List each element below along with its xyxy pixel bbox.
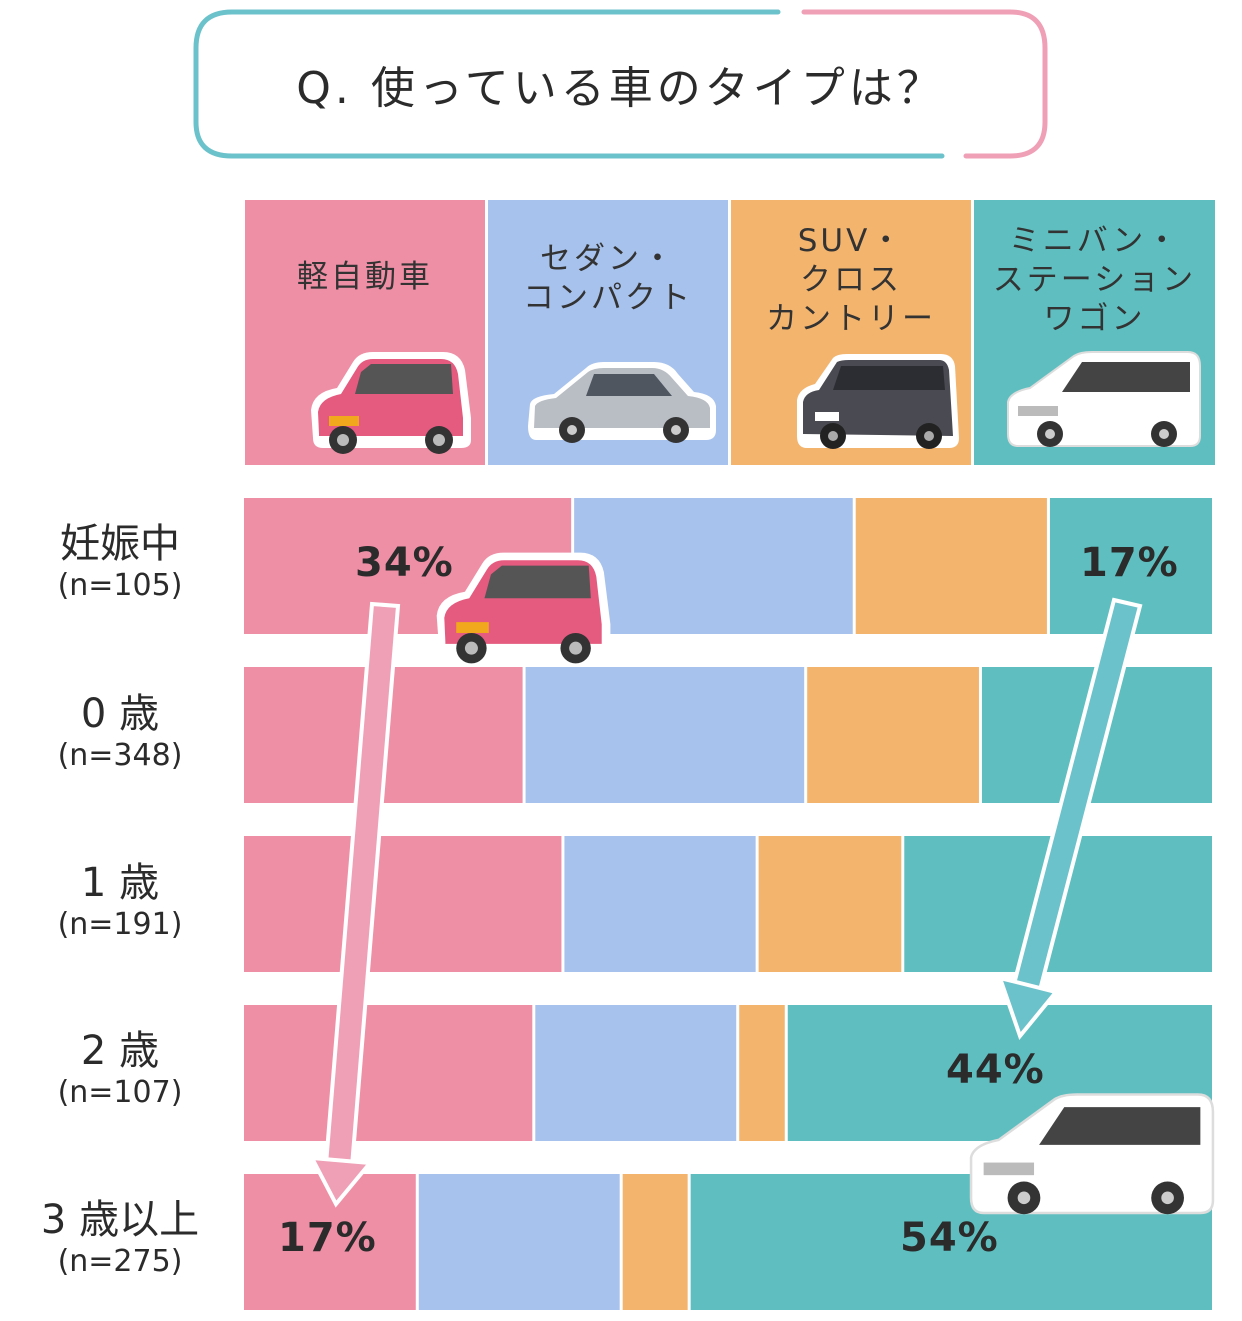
row-label-age0: 0 歳 (n=348) — [0, 690, 240, 774]
header-kei: 軽自動車 — [245, 200, 485, 465]
row-label-age3plus: 3 歳以上 (n=275) — [0, 1196, 240, 1280]
silver-sedan-icon — [528, 362, 716, 443]
row-n-age0: (n=348) — [57, 738, 183, 773]
bar-segment-suv-row-2 — [758, 836, 902, 972]
row-label-age1: 1 歳 (n=191) — [0, 859, 240, 943]
header-suv: SUV・ クロス カントリー — [731, 200, 971, 465]
pct-pregnant-kei: 34% — [355, 540, 454, 586]
bar-segment-suv-row-3 — [739, 1005, 785, 1141]
header-suv-label-1: SUV・ — [797, 223, 905, 259]
row-label-pregnant: 妊娠中 (n=105) — [0, 520, 240, 604]
header-sedan: セダン・ コンパクト — [488, 200, 728, 465]
row-n-age1: (n=191) — [57, 907, 183, 942]
bar-segment-sedan-row-1 — [525, 667, 805, 803]
title-frame — [193, 9, 1048, 159]
bar-segment-sedan-row-4 — [418, 1174, 620, 1310]
row-name-age1: 1 歳 — [80, 860, 160, 906]
header-minivan-label-3: ワゴン — [1043, 301, 1146, 337]
title-frame-teal — [193, 9, 945, 159]
bar-segment-kei-row-4 — [244, 1174, 416, 1310]
header-suv-label-2: クロス — [800, 262, 902, 298]
row-n-age2: (n=107) — [57, 1075, 183, 1110]
bar-segment-sedan-row-3 — [535, 1005, 737, 1141]
row-name-age3plus: 3 歳以上 — [40, 1197, 200, 1243]
bar-segment-suv-row-4 — [622, 1174, 688, 1310]
row-n-age3plus: (n=275) — [57, 1244, 183, 1279]
row-n-pregnant: (n=105) — [57, 568, 183, 603]
bar-segment-kei-row-3 — [244, 1005, 533, 1141]
bar-segment-suv-row-1 — [807, 667, 979, 803]
pct-pregnant-minivan: 17% — [1080, 540, 1179, 586]
white-minivan-icon — [1007, 351, 1201, 447]
bar-segment-kei-row-2 — [244, 836, 562, 972]
header-minivan-label-1: ミニバン・ — [1008, 223, 1181, 259]
row-name-age2: 2 歳 — [80, 1028, 160, 1074]
row-label-age2: 2 歳 (n=107) — [0, 1027, 240, 1111]
pct-age3-kei: 17% — [278, 1215, 377, 1261]
row-name-age0: 0 歳 — [80, 691, 160, 737]
title-frame-pink — [801, 9, 1048, 159]
teal-trend-arrow — [996, 597, 1143, 1041]
pink-kei-car-icon — [436, 552, 611, 664]
header-minivan-label-2: ステーション — [992, 262, 1197, 298]
header-sedan-label-1: セダン・ — [540, 241, 676, 277]
question-title-box: Q. 使っている車のタイプは？ — [192, 8, 1049, 160]
pct-age3-minivan: 54% — [900, 1215, 999, 1261]
header-kei-label: 軽自動車 — [297, 259, 433, 295]
pink-kei-car-icon — [311, 352, 471, 454]
header-minivan: ミニバン・ ステーション ワゴン — [974, 200, 1215, 465]
pink-trend-arrow — [308, 601, 401, 1208]
dark-suv-icon — [797, 354, 959, 449]
bar-segment-sedan-row-2 — [564, 836, 756, 972]
header-suv-label-3: カントリー — [766, 301, 936, 337]
question-title: Q. 使っている車のタイプは？ — [296, 63, 945, 114]
pct-age2-minivan: 44% — [946, 1047, 1045, 1093]
white-minivan-icon — [969, 1093, 1215, 1215]
header-sedan-label-2: コンパクト — [523, 280, 693, 316]
bar-segment-sedan-row-0 — [574, 498, 853, 634]
bar-segment-suv-row-0 — [855, 498, 1047, 634]
row-name-pregnant: 妊娠中 — [60, 521, 180, 567]
